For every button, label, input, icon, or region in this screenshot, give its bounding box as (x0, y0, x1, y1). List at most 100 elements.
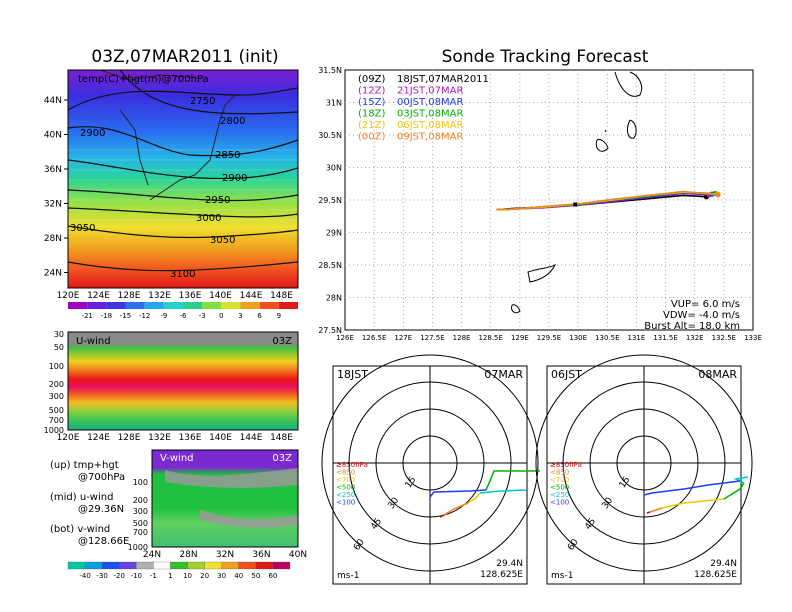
colorbar-label: 0 (219, 312, 223, 320)
legend-code: (09Z) (358, 74, 385, 85)
track-lon-label: 128.5E (478, 334, 502, 342)
map-lon-axis: 120E 124E 128E 132E 136E 140E 144E 148E (57, 291, 294, 301)
map-lat-axis: 44N 40N 36N 32N 28N 24N (44, 96, 68, 279)
contour-label: 2950 (205, 195, 230, 206)
track-series (496, 190, 721, 211)
uwind-p-label: 500 (49, 406, 64, 415)
wind-colorbar-label: -1 (150, 572, 157, 580)
legend-code: (00Z) (358, 132, 385, 143)
hodograph-segment (643, 480, 741, 496)
colorbar-swatch (259, 302, 279, 309)
uwind-lon-label: 128E (118, 433, 141, 443)
wind-colorbar-label: -40 (79, 572, 90, 580)
colorbar-swatch (106, 302, 126, 309)
note-bot2: @128.66E (78, 536, 129, 547)
uwind-lon-axis: 120E 124E 128E 132E 136E 140E 144E 148E (57, 433, 294, 443)
map-lon-label: 140E (209, 291, 232, 301)
contour-label: 2800 (220, 116, 245, 127)
hodograph-segment (733, 476, 749, 484)
uwind-p-label: 200 (49, 380, 64, 389)
colorbar-swatch (221, 302, 241, 309)
legend-code: (21Z) (358, 120, 385, 131)
wind-colorbar-swatch (84, 561, 103, 570)
right-title: Sonde Tracking Forecast (442, 47, 649, 67)
map-texture (68, 149, 298, 221)
contour-label: 2750 (190, 96, 215, 107)
contour-label: 3050 (70, 223, 95, 234)
panel-notes: (up) tmp+hgt @700hPa (mid) u-wind @29.36… (50, 460, 129, 547)
uwind-p-label: 100 (49, 362, 64, 371)
track-lon-axis: 126E 126.5E 127E 127.5E 128E 128.5E 129E 129.5E… (336, 334, 762, 342)
polar-level-label: <250 (336, 491, 355, 499)
map-lon-label: 124E (87, 291, 110, 301)
track-lat-label: 29.5N (318, 196, 342, 205)
vup-readout: VUP= 6.0 m/s (671, 299, 740, 310)
polar-level-label: ≥850hPa (550, 461, 582, 469)
legend-code: (18Z) (358, 109, 385, 120)
map-lon-label: 128E (118, 291, 141, 301)
colorbar-label: -21 (81, 312, 92, 320)
colorbar-swatch (68, 302, 88, 309)
polar-level-label: <500 (550, 484, 569, 492)
track-lon-label: 128E (453, 334, 471, 342)
track-lat-label: 31.5N (318, 66, 342, 75)
wind-colorbar-swatch (170, 561, 188, 570)
legend-text: 21JST,07MAR (397, 86, 464, 97)
island-outlines (511, 71, 643, 314)
colorbar-label: -12 (139, 312, 150, 320)
polar-date: 08MAR (698, 368, 737, 381)
vwind-time: 03Z (272, 453, 292, 464)
contour-label: 2900 (80, 128, 105, 139)
hodograph-segment (479, 489, 527, 494)
colorbar-label: 6 (257, 312, 262, 320)
hodograph-segment (723, 482, 745, 500)
contour-label: 3000 (196, 213, 221, 224)
contour-label: 2900 (222, 173, 247, 184)
colorbar-label: -15 (120, 312, 131, 320)
map-lat-label: 40N (44, 131, 62, 141)
legend-text: 18JST,07MAR2011 (397, 74, 489, 85)
wind-colorbar-swatch (153, 561, 171, 570)
temperature-colorbar: -21 -18 -15 -12 -9 -6 -3 0 3 6 9 (68, 302, 298, 320)
colorbar-label: 3 (238, 312, 242, 320)
colorbar-label: -6 (180, 312, 188, 320)
map-lon-label: 144E (240, 291, 263, 301)
hodograph-segment (429, 489, 487, 498)
colorbar-label: -3 (199, 312, 206, 320)
polar-level-label: <850 (336, 469, 355, 477)
hodograph-segment (467, 492, 481, 504)
vdw-readout: VDW= -4.0 m/s (663, 310, 740, 321)
wind-colorbar-label: -20 (114, 572, 125, 580)
colorbar-swatch (144, 302, 164, 309)
vwind-frame (151, 449, 299, 548)
polar-time: 06JST (551, 368, 582, 381)
wind-colorbar-swatch (221, 561, 239, 570)
launch-site-marker (573, 202, 578, 207)
wind-colorbar-label: 50 (251, 572, 260, 580)
hodograph-segment (646, 511, 651, 514)
track-lat-label: 30N (326, 164, 342, 173)
track-endpoint (715, 192, 721, 198)
track-lat-label: 30.5N (318, 131, 342, 140)
vwind-p-label: 1000 (128, 543, 148, 552)
track-lon-label: 130E (569, 334, 587, 342)
track-lon-label: 132E (686, 334, 704, 342)
polar-unit: ms-1 (337, 571, 359, 581)
map-lat-label: 44N (44, 96, 62, 106)
wind-colorbar-label: 30 (217, 572, 226, 580)
map-lon-label: 148E (270, 291, 293, 301)
hodograph-segment (649, 507, 663, 513)
polar-level-label: <700 (550, 476, 569, 484)
vwind-gray-zone (165, 468, 298, 528)
map-panel-label: temp(C)+hgt(m)@700hPa (78, 74, 209, 85)
uwind-p-label: 300 (49, 392, 64, 401)
height-contours (67, 69, 299, 272)
track-legend: (09Z) 18JST,07MAR2011 (12Z) 21JST,07MAR (15Z… (358, 74, 489, 143)
track-lon-label: 127E (394, 334, 412, 342)
legend-text: 06JST,08MAR (397, 120, 464, 131)
polar-lon: 128.625E (480, 570, 523, 580)
uwind-field (68, 332, 298, 430)
polar-lat: 29.4N (710, 559, 737, 569)
